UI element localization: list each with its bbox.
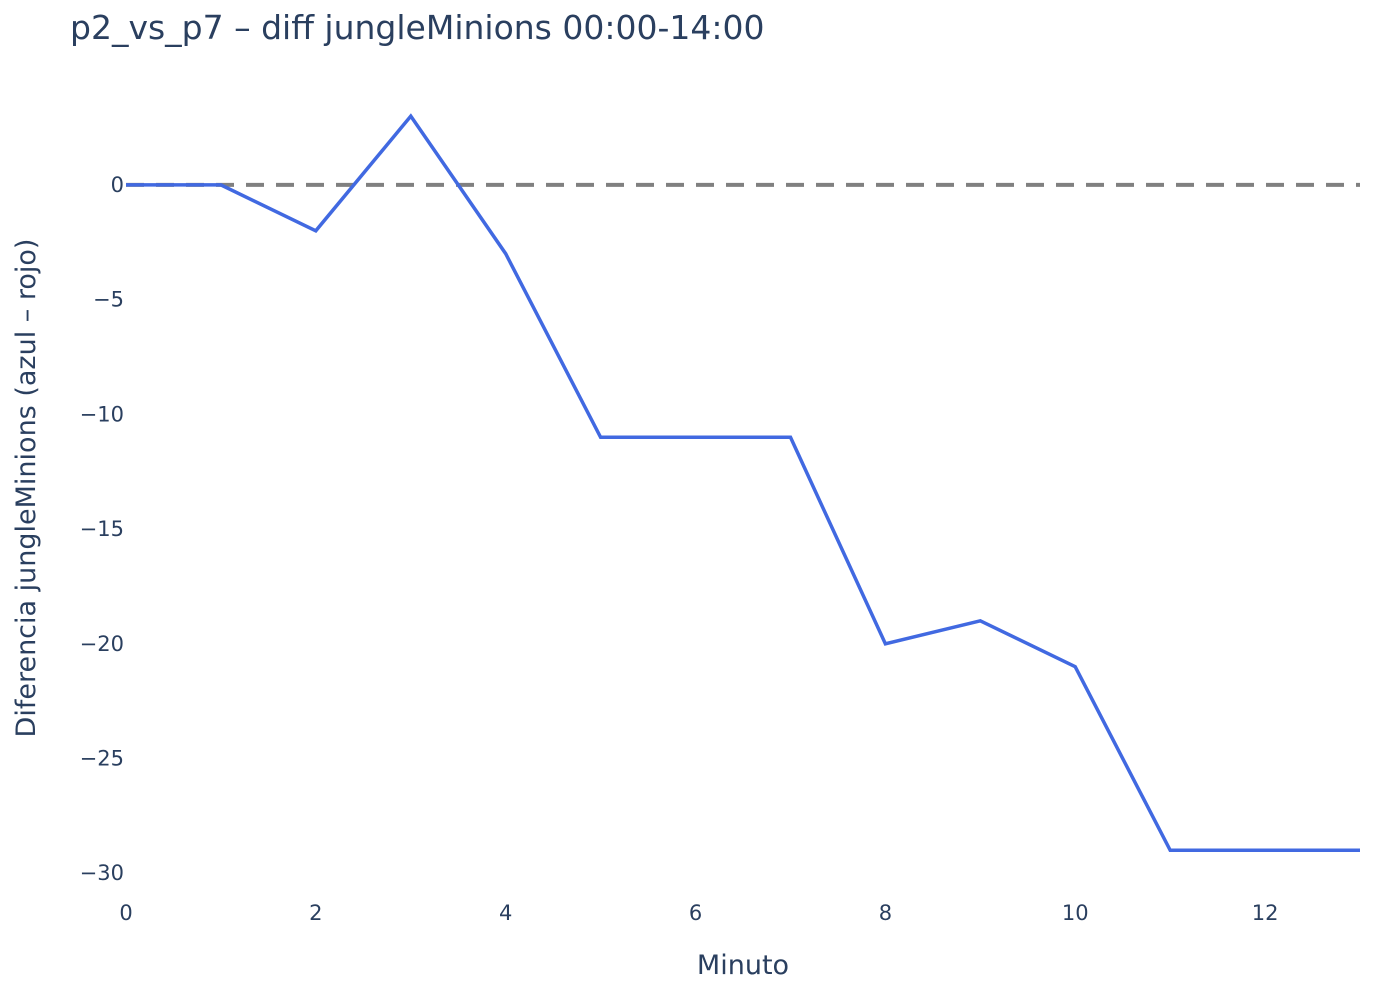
x-tick-label: 6 (689, 901, 702, 925)
x-tick-label: 2 (309, 901, 322, 925)
chart-title: p2_vs_p7 – diff jungleMinions 00:00-14:0… (70, 8, 764, 47)
y-tick-label: −15 (80, 517, 124, 541)
x-tick-label: 8 (879, 901, 892, 925)
x-tick-label: 4 (499, 901, 512, 925)
x-tick-label: 12 (1252, 901, 1279, 925)
x-axis-ticks: 0 2 4 6 8 10 12 (119, 901, 1278, 925)
y-tick-label: −20 (80, 632, 124, 656)
x-axis-title: Minuto (697, 950, 789, 981)
y-axis-title: Diferencia jungleMinions (azul – rojo) (11, 239, 42, 738)
y-axis-ticks: 0 −5 −10 −15 −20 −25 −30 (80, 173, 124, 885)
series-line (126, 113, 1360, 853)
x-tick-label: 10 (1062, 901, 1089, 925)
y-tick-label: −10 (80, 402, 124, 426)
y-tick-label: 0 (111, 173, 124, 197)
series-group (126, 113, 1360, 853)
y-tick-label: −30 (80, 861, 124, 885)
y-tick-label: −25 (80, 747, 124, 771)
y-tick-label: −5 (93, 288, 124, 312)
x-tick-label: 0 (119, 901, 132, 925)
